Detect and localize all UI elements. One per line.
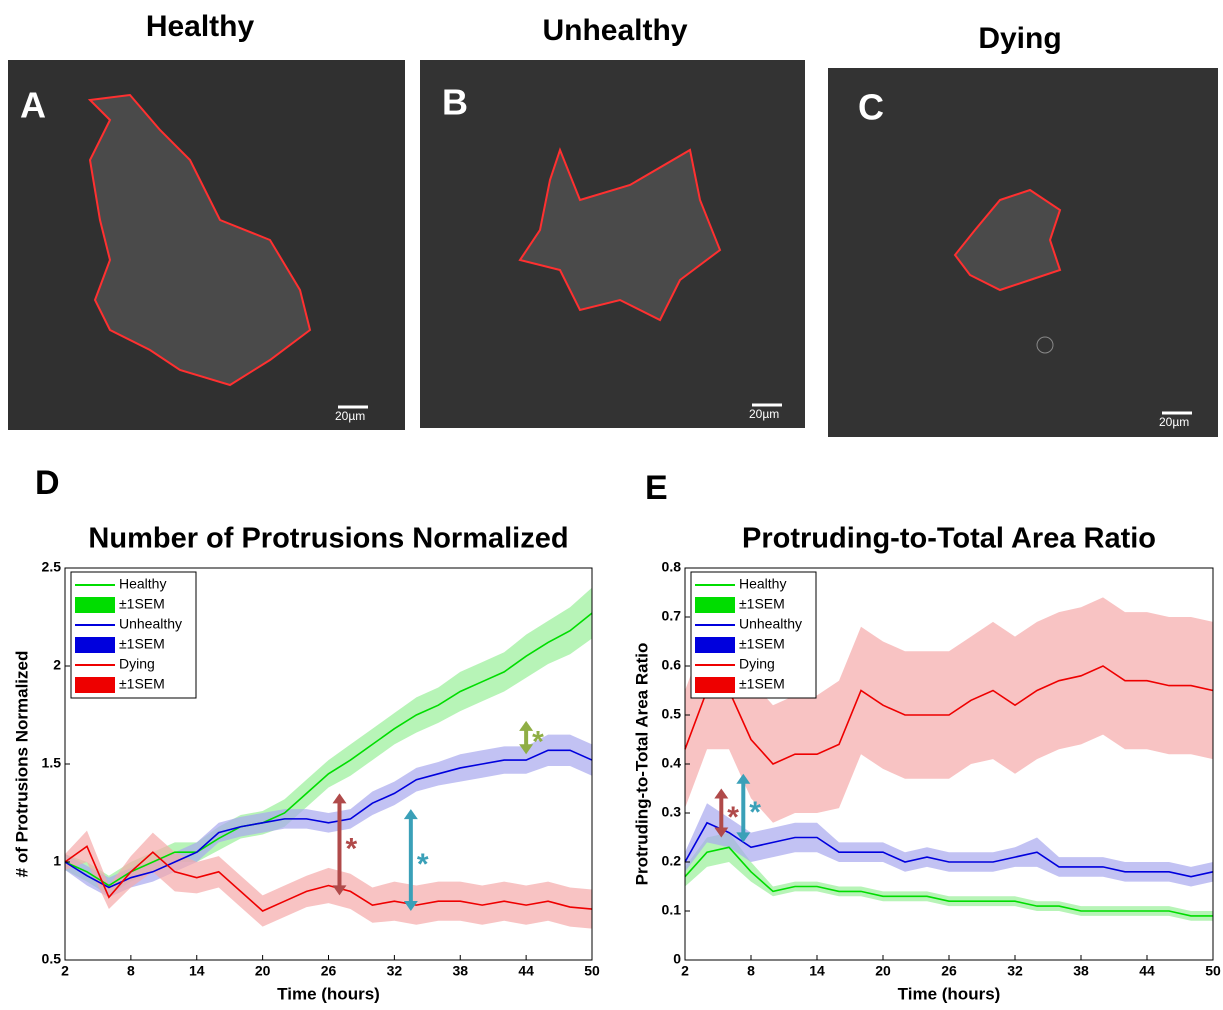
y-tick-label: 0.1	[662, 902, 682, 918]
x-tick-label: 44	[518, 963, 534, 979]
sem-band	[685, 832, 1213, 921]
image-title: Dying	[978, 22, 1061, 55]
sem-band	[65, 830, 592, 929]
arrow-head	[714, 827, 729, 838]
chart-title: Protruding-to-Total Area Ratio	[742, 523, 1156, 555]
annotation: *	[345, 832, 357, 865]
sem-band	[685, 803, 1213, 887]
chart-title: Number of Protrusions Normalized	[88, 523, 568, 555]
series-line	[684, 665, 1214, 765]
series-line	[684, 821, 1214, 878]
arrow-head	[403, 809, 418, 820]
y-tick-label: 0.3	[662, 804, 682, 820]
y-tick-label: 0.2	[662, 853, 682, 869]
arrow-head	[332, 885, 347, 896]
x-tick-label: 14	[809, 963, 825, 979]
y-axis-label: # of Protrusions Normalized	[12, 651, 31, 878]
legend-label: ±1SEM	[119, 596, 165, 612]
cell-outline	[953, 188, 1062, 292]
x-tick-label: 26	[941, 963, 957, 979]
legend-label: Dying	[739, 656, 775, 672]
legend-swatch	[695, 677, 735, 693]
arrow-head	[736, 832, 751, 843]
x-tick-label: 32	[1007, 963, 1023, 979]
legend-label: Healthy	[739, 576, 786, 592]
cell-outline	[518, 147, 722, 322]
legend-label: ±1SEM	[119, 676, 165, 692]
y-tick-label: 2.5	[42, 559, 62, 575]
x-tick-label: 8	[747, 963, 755, 979]
legend-label: Unhealthy	[119, 616, 182, 632]
x-tick-label: 44	[1139, 963, 1155, 979]
legend-label: ±1SEM	[739, 676, 785, 692]
legend-swatch	[75, 677, 115, 693]
legend-label: Unhealthy	[739, 616, 802, 632]
y-tick-label: 0.5	[42, 951, 62, 967]
x-axis-label: Time (hours)	[898, 984, 1001, 1003]
arrow-head	[519, 720, 534, 731]
panel-letter: A	[20, 85, 46, 126]
legend-label: ±1SEM	[119, 636, 165, 652]
y-axis-label: Protruding-to-Total Area Ratio	[632, 643, 651, 886]
scale-label: 20µm	[749, 407, 779, 421]
panel-letter: B	[442, 82, 468, 123]
image-title: Unhealthy	[542, 14, 687, 47]
legend-swatch	[695, 597, 735, 613]
annotation: *	[417, 848, 429, 881]
x-tick-label: 38	[452, 963, 468, 979]
scale-label: 20µm	[1159, 415, 1189, 429]
legend-label: ±1SEM	[739, 636, 785, 652]
x-axis-label: Time (hours)	[277, 984, 380, 1003]
image-title: Healthy	[146, 10, 255, 43]
annotation: *	[727, 801, 739, 834]
x-tick-label: 2	[61, 963, 69, 979]
y-tick-label: 1.5	[42, 755, 62, 771]
annotation: *	[532, 725, 544, 758]
series-line	[684, 846, 1213, 917]
legend-swatch	[75, 637, 115, 653]
panel-letter: E	[645, 469, 668, 507]
y-tick-label: 0.8	[662, 559, 682, 575]
y-tick-label: 2	[53, 657, 61, 673]
y-tick-label: 0.4	[662, 755, 682, 771]
y-tick-label: 1	[53, 853, 61, 869]
x-tick-label: 32	[387, 963, 403, 979]
panel-letter: C	[858, 87, 884, 128]
sem-band	[685, 597, 1213, 823]
x-tick-label: 8	[127, 963, 135, 979]
x-tick-label: 20	[875, 963, 891, 979]
arrow-head	[403, 901, 418, 911]
panel-letter: D	[35, 464, 60, 502]
arrow-head	[736, 773, 751, 784]
y-tick-label: 0	[673, 951, 681, 967]
x-tick-label: 50	[584, 963, 600, 979]
series-line	[64, 612, 593, 887]
x-tick-label: 20	[255, 963, 271, 979]
x-tick-label: 38	[1073, 963, 1089, 979]
y-tick-label: 0.7	[662, 608, 682, 624]
legend-label: ±1SEM	[739, 596, 785, 612]
x-tick-label: 50	[1205, 963, 1221, 979]
scale-label: 20µm	[335, 409, 365, 423]
arrow-head	[332, 793, 347, 804]
series-line	[64, 749, 593, 889]
y-tick-label: 0.5	[662, 706, 682, 722]
arrow-head	[714, 788, 729, 799]
y-tick-label: 0.6	[662, 657, 682, 673]
arrow-head	[519, 744, 534, 755]
legend-label: Healthy	[119, 576, 166, 592]
series-line	[64, 845, 593, 912]
x-tick-label: 2	[681, 963, 689, 979]
x-tick-label: 14	[189, 963, 205, 979]
sem-band	[65, 734, 592, 898]
cell	[1036, 336, 1054, 354]
legend-label: Dying	[119, 656, 155, 672]
cell-outline	[87, 93, 312, 387]
legend-swatch	[695, 637, 735, 653]
annotation: *	[749, 796, 761, 829]
x-tick-label: 26	[321, 963, 337, 979]
legend-swatch	[75, 597, 115, 613]
